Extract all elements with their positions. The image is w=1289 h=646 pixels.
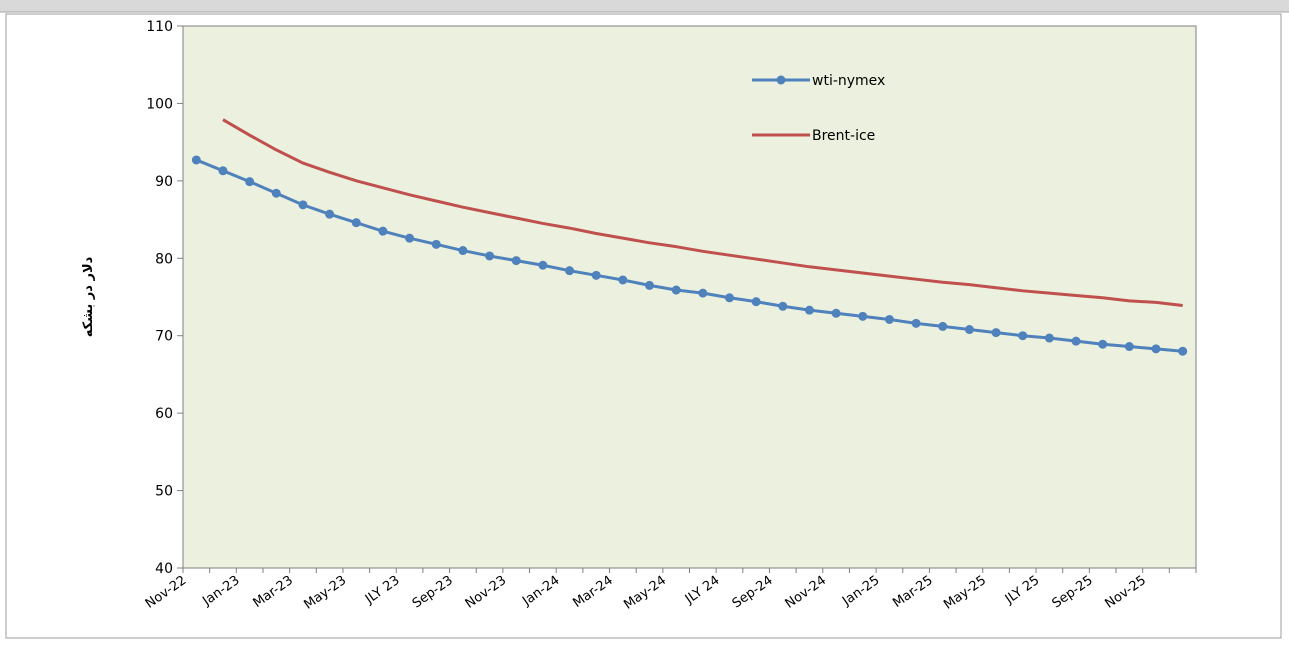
data-point-wti-nymex [1124,342,1134,352]
y-tick-label: 90 [155,174,173,190]
y-tick-label: 60 [155,406,173,422]
y-tick-label: 80 [155,251,173,267]
data-point-wti-nymex [1151,344,1161,354]
data-point-wti-nymex [1071,336,1081,346]
y-tick-label: 40 [155,561,173,577]
y-axis: 40 50 60 70 80 90 100 110 [146,19,184,577]
data-point-wti-nymex [565,266,575,276]
data-point-wti-nymex [858,311,868,321]
data-point-wti-nymex [671,285,681,295]
series-layer [191,118,1188,356]
data-point-wti-nymex [964,325,974,335]
data-point-wti-nymex [378,226,388,236]
data-point-wti-nymex [405,233,415,243]
data-point-wti-nymex [245,177,255,187]
data-point-wti-nymex [645,280,655,290]
legend-label-wti-nymex: wti-nymex [812,73,885,89]
data-point-wti-nymex [511,256,521,266]
header-strip [0,0,1289,12]
data-point-wti-nymex [1098,339,1108,349]
y-tick-label: 70 [155,329,173,345]
data-point-wti-nymex [778,301,788,311]
data-point-wti-nymex [351,218,361,228]
legend: wti-nymex Brent-ice [752,73,885,144]
data-point-wti-nymex [698,288,708,298]
data-point-wti-nymex [538,260,548,270]
data-point-wti-nymex [218,166,228,176]
plot-area [182,25,1197,569]
data-point-wti-nymex [1178,346,1188,356]
data-point-wti-nymex [1018,331,1028,341]
y-tick-label: 110 [146,19,173,35]
data-point-wti-nymex [298,200,308,210]
data-point-wti-nymex [485,251,495,261]
data-point-wti-nymex [431,239,441,249]
data-point-wti-nymex [911,318,921,328]
data-point-wti-nymex [938,321,948,331]
y-axis-label: دلار در بشکه [81,256,96,337]
data-point-wti-nymex [831,308,841,318]
series-line-Brent-ice [222,118,1183,308]
data-point-wti-nymex [591,270,601,280]
data-point-wti-nymex [884,314,894,324]
data-point-wti-nymex [991,328,1001,338]
data-point-wti-nymex [751,297,761,307]
legend-marker-wti-nymex [776,75,786,85]
y-tick-label: 50 [155,484,173,500]
data-point-wti-nymex [804,305,814,315]
y-tick-label: 100 [146,96,173,112]
data-point-wti-nymex [191,155,201,165]
data-point-wti-nymex [325,209,335,219]
data-point-wti-nymex [724,293,734,303]
data-point-wti-nymex [271,188,281,198]
data-point-wti-nymex [1044,333,1054,343]
legend-label-Brent-ice: Brent-ice [812,128,875,144]
data-point-wti-nymex [458,246,468,256]
data-point-wti-nymex [618,275,628,285]
